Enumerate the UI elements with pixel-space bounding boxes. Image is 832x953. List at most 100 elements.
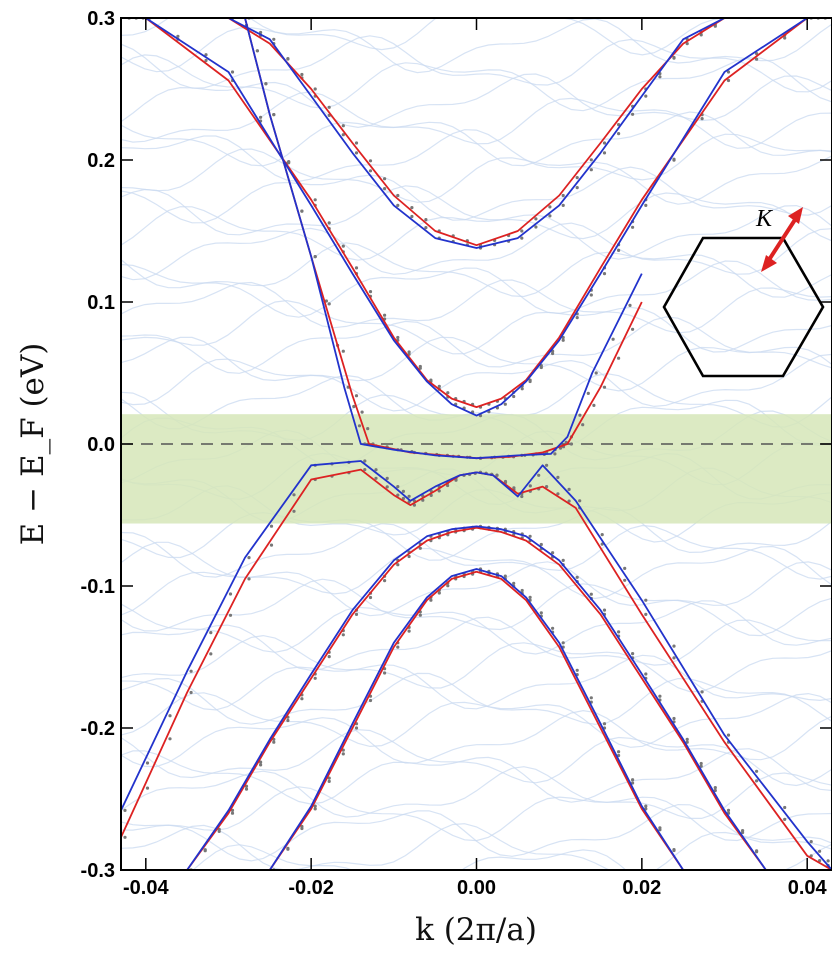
sample-dot — [586, 391, 590, 395]
sample-dot — [602, 141, 607, 145]
sample-dot — [644, 672, 648, 676]
sample-dot — [300, 824, 304, 829]
sample-dot — [539, 611, 543, 615]
sample-dot — [259, 115, 263, 119]
sample-dot — [495, 473, 499, 477]
sample-dot — [520, 387, 524, 391]
sample-dot — [354, 151, 359, 155]
sample-dot — [446, 483, 450, 488]
blue-band-curve — [121, 460, 832, 870]
sample-dot — [700, 117, 704, 121]
sample-dot — [575, 575, 579, 579]
sample-dot — [272, 113, 276, 117]
background-band-line — [121, 600, 832, 655]
sample-dot — [528, 595, 532, 600]
sample-dot — [534, 225, 538, 229]
blue-band-curve — [269, 568, 684, 870]
sample-dot — [826, 859, 830, 863]
y-tick-label: -0.2 — [81, 718, 115, 740]
sample-dot — [561, 558, 565, 563]
sample-dot — [503, 574, 507, 578]
sample-dot — [539, 542, 543, 547]
background-band-line — [121, 709, 832, 768]
sample-dot — [352, 404, 356, 409]
sample-dot — [503, 402, 507, 406]
sample-dot — [818, 849, 822, 853]
sample-dot — [383, 177, 387, 181]
blue-band-curve — [186, 525, 767, 870]
sample-dot — [209, 631, 213, 635]
sample-dot — [189, 669, 193, 673]
background-band-line — [121, 166, 832, 224]
sample-dot — [368, 169, 373, 173]
sample-dot — [672, 644, 676, 648]
sample-dot — [699, 33, 703, 37]
sample-dot — [783, 805, 787, 810]
sample-dot — [631, 652, 635, 656]
sample-dot — [713, 786, 717, 790]
background-band-line — [121, 299, 832, 355]
sample-dot — [354, 726, 359, 730]
sample-dot — [341, 633, 345, 637]
red-band-curve — [228, 18, 725, 247]
background-band-line — [121, 616, 832, 671]
sample-dot — [300, 72, 304, 77]
sample-dot — [424, 226, 428, 230]
sample-dot — [561, 641, 565, 645]
sample-dot — [230, 808, 235, 813]
sample-dot — [145, 761, 150, 765]
sample-dot — [755, 769, 759, 773]
sample-dot — [617, 750, 621, 754]
background-band-line — [121, 204, 832, 261]
sample-dot — [561, 203, 565, 207]
sample-dot — [602, 272, 607, 276]
background-band-line — [121, 18, 832, 74]
sample-dot — [611, 337, 615, 341]
sample-dot — [341, 752, 345, 756]
sample-dot — [537, 473, 541, 477]
sample-dot — [631, 112, 635, 116]
sample-dot — [726, 70, 731, 74]
sample-dot — [396, 193, 400, 198]
x-tick-label: 0.04 — [788, 877, 828, 899]
sample-dot — [313, 198, 317, 202]
background-band-line — [121, 654, 832, 711]
sample-dot — [410, 206, 414, 210]
sample-dot — [567, 487, 571, 491]
sample-dot — [368, 595, 373, 600]
sample-dot — [396, 563, 400, 567]
sample-dot — [623, 566, 627, 571]
sample-dot — [341, 124, 345, 128]
sample-dot — [424, 218, 428, 222]
sample-dot — [327, 779, 331, 784]
sample-dot — [658, 75, 662, 79]
background-band-line — [121, 18, 764, 56]
sample-dot — [366, 427, 370, 431]
sample-dot — [363, 459, 367, 463]
sample-dot — [313, 676, 317, 680]
sample-dot — [429, 598, 433, 602]
hexagon-shape — [662, 236, 825, 378]
sample-dot — [259, 760, 263, 764]
sample-dot — [685, 737, 689, 742]
sample-dot — [327, 655, 331, 659]
sample-dot — [551, 351, 555, 356]
sample-dot — [383, 313, 387, 317]
sample-dot — [556, 492, 560, 496]
sample-dot — [561, 338, 565, 342]
sample-dot — [575, 186, 579, 190]
sample-dot — [259, 763, 263, 767]
sample-dot — [589, 168, 593, 172]
sample-dot — [602, 608, 607, 612]
sample-dot — [209, 652, 213, 656]
sample-dot — [658, 694, 662, 698]
sample-dot — [313, 255, 317, 259]
blue-band-curve — [244, 18, 643, 460]
sample-dot — [255, 49, 259, 53]
sample-dot — [589, 158, 593, 162]
background-band-line — [121, 260, 832, 318]
background-band-line — [121, 91, 832, 149]
sample-dot — [628, 303, 632, 307]
sample-dot — [313, 87, 317, 91]
sample-dot — [548, 205, 552, 209]
